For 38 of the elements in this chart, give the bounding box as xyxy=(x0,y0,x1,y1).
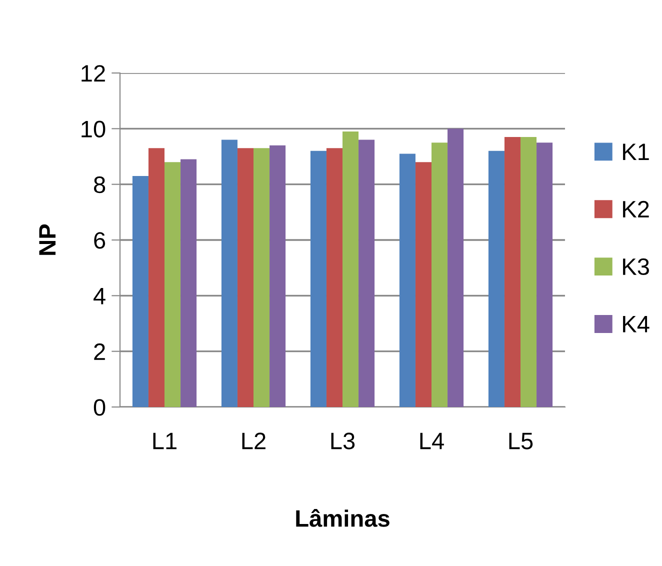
bar xyxy=(488,150,504,407)
y-axis-title: NP xyxy=(39,224,56,255)
y-tick-label: 8 xyxy=(94,176,106,194)
bar xyxy=(180,159,197,407)
y-tick-label: 10 xyxy=(82,120,106,138)
bar xyxy=(237,148,254,407)
x-tick-label: L2 xyxy=(242,432,266,450)
bar xyxy=(448,128,464,407)
x-tick-label: L1 xyxy=(153,432,176,450)
x-axis-title: Lâminas xyxy=(296,509,390,527)
y-tick-label: 4 xyxy=(94,288,106,304)
x-tick-label: L5 xyxy=(509,432,533,450)
legend-label: K4 xyxy=(623,316,650,332)
y-tick-label: 2 xyxy=(94,343,105,360)
bar xyxy=(358,140,375,407)
bar xyxy=(342,131,359,407)
bar xyxy=(221,140,238,407)
y-tick-label: 12 xyxy=(82,65,105,82)
legend-label: K3 xyxy=(623,258,649,276)
bar xyxy=(399,154,416,407)
bar xyxy=(310,150,326,407)
bar xyxy=(148,148,164,407)
y-tick-label: 0 xyxy=(94,399,106,416)
bar xyxy=(164,162,181,407)
bar xyxy=(415,162,432,407)
bar xyxy=(254,148,270,407)
bar xyxy=(504,137,520,407)
legend-label: K1 xyxy=(623,144,649,160)
bar xyxy=(536,142,553,407)
bar xyxy=(270,145,286,407)
x-tick-label: L3 xyxy=(331,432,355,450)
y-tick-label: 6 xyxy=(94,232,106,249)
legend-label: K2 xyxy=(623,200,649,218)
bar xyxy=(326,148,342,407)
x-tick-label: L4 xyxy=(420,432,444,450)
bar xyxy=(132,176,148,407)
bar xyxy=(432,142,448,407)
bar xyxy=(520,137,537,407)
